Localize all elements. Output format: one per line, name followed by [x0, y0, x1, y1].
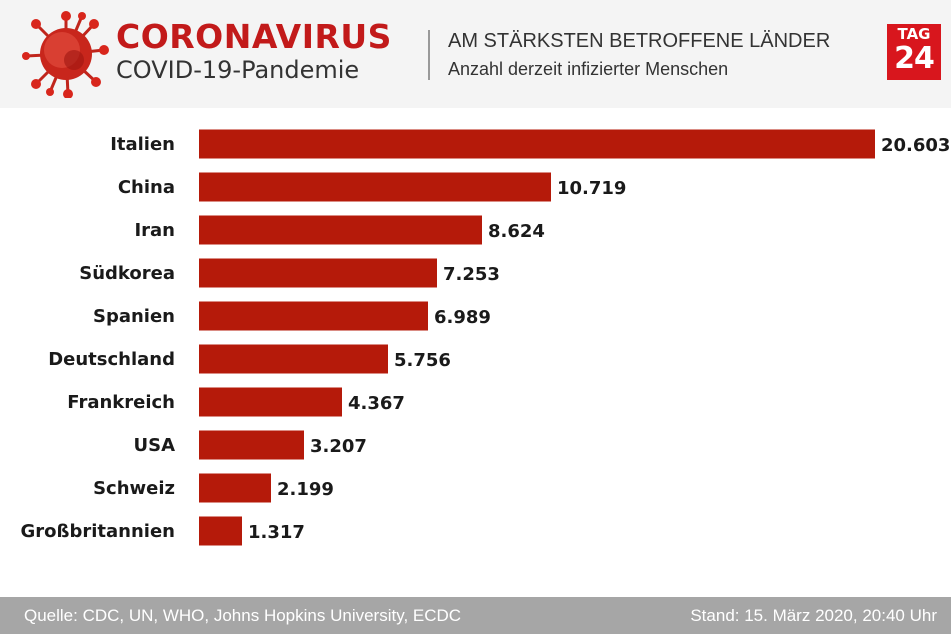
category-label: Italien — [110, 134, 175, 155]
category-label: Südkorea — [79, 263, 175, 284]
bar — [199, 215, 482, 245]
footer: Quelle: CDC, UN, WHO, Johns Hopkins Univ… — [0, 597, 951, 634]
header: CORONAVIRUS COVID-19-Pandemie AM STÄRKST… — [0, 0, 951, 108]
category-label: USA — [133, 435, 175, 456]
value-label: 4.367 — [348, 393, 405, 414]
brand-subtitle: COVID-19-Pandemie — [116, 56, 360, 84]
source-note: Quelle: CDC, UN, WHO, Johns Hopkins Univ… — [24, 606, 462, 625]
category-label: Deutschland — [48, 349, 175, 370]
bar — [199, 516, 242, 546]
bar — [199, 172, 551, 202]
tag24-logo: TAG 24 — [887, 24, 941, 80]
bar — [199, 129, 875, 159]
bar — [199, 258, 437, 288]
value-label: 20.603 — [881, 135, 950, 156]
value-label: 10.719 — [557, 178, 626, 199]
chart-subtitle: Anzahl derzeit infizierter Menschen — [448, 59, 729, 79]
value-label: 2.199 — [277, 479, 334, 500]
chart-title: AM STÄRKSTEN BETROFFENE LÄNDER — [448, 30, 831, 52]
header-divider — [428, 30, 430, 80]
category-label: Schweiz — [93, 478, 175, 499]
date-stamp: Stand: 15. März 2020, 20:40 Uhr — [690, 606, 937, 625]
value-label: 8.624 — [488, 221, 545, 242]
logo-text-bottom: 24 — [894, 41, 935, 76]
value-label: 3.207 — [310, 436, 367, 457]
category-label: Iran — [134, 220, 175, 241]
bar — [199, 387, 342, 417]
value-label: 1.317 — [248, 522, 305, 543]
bar — [199, 430, 304, 460]
category-label: Spanien — [93, 306, 175, 327]
logo-text-top: TAG — [897, 25, 931, 43]
value-label: 6.989 — [434, 307, 491, 328]
brand-title: CORONAVIRUS — [116, 17, 392, 56]
value-label: 7.253 — [443, 264, 500, 285]
bar — [199, 344, 388, 374]
category-label: Frankreich — [67, 392, 175, 413]
category-label: China — [118, 177, 175, 198]
category-label: Großbritannien — [21, 521, 175, 542]
bar — [199, 301, 428, 331]
bar-chart: Italien 20.603 China 10.719 Iran 8.624 Südkore… — [21, 129, 950, 546]
coronavirus-icon — [22, 11, 109, 98]
value-label: 5.756 — [394, 350, 451, 371]
bar — [199, 473, 271, 503]
